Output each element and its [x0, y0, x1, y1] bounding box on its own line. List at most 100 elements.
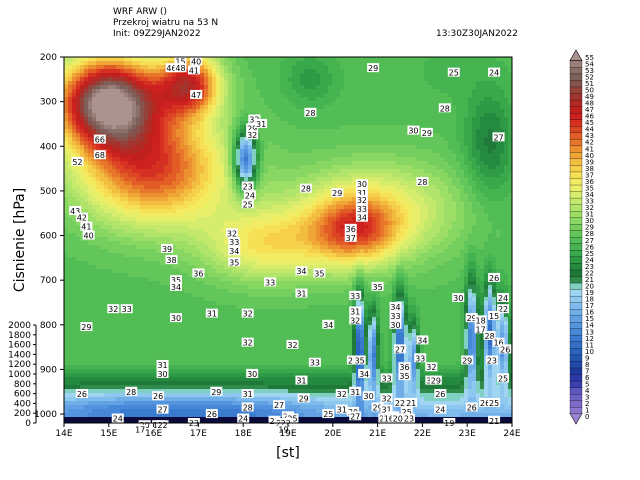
field-cell [332, 113, 337, 118]
field-cell [396, 165, 401, 170]
field-cell [452, 217, 457, 222]
field-cell [116, 233, 121, 238]
field-cell [200, 133, 205, 138]
field-cell [440, 113, 445, 118]
field-cell [148, 221, 153, 226]
field-cell [432, 169, 437, 174]
field-cell [80, 133, 85, 138]
field-cell [392, 189, 397, 194]
field-cell [292, 141, 297, 146]
field-cell [288, 197, 293, 202]
field-cell [348, 217, 353, 222]
field-cell [140, 113, 145, 118]
field-cell [480, 93, 485, 98]
field-cell [256, 181, 261, 186]
field-cell [144, 93, 149, 98]
field-cell [404, 217, 409, 222]
field-cell [476, 113, 481, 118]
field-cell [496, 109, 501, 114]
field-cell [168, 145, 173, 150]
field-cell [212, 217, 217, 222]
field-cell [392, 81, 397, 86]
field-cell [68, 117, 73, 122]
field-cell [288, 117, 293, 122]
field-cell [404, 113, 409, 118]
field-cell [488, 145, 493, 150]
field-cell [116, 173, 121, 178]
field-cell [360, 141, 365, 146]
field-cell [376, 173, 381, 178]
field-cell [328, 81, 333, 86]
field-cell [64, 85, 69, 90]
field-cell [76, 153, 81, 158]
field-cell [508, 193, 512, 198]
field-cell [484, 73, 489, 78]
field-cell [172, 141, 177, 146]
field-cell [456, 137, 461, 142]
field-cell [116, 141, 121, 146]
field-cell [208, 213, 213, 218]
field-cell [312, 85, 317, 90]
field-cell [112, 69, 117, 74]
field-cell [384, 165, 389, 170]
field-cell [504, 141, 509, 146]
field-cell [168, 93, 173, 98]
field-cell [424, 193, 429, 198]
field-cell [140, 181, 145, 186]
field-cell [128, 145, 133, 150]
field-cell [256, 85, 261, 90]
field-cell [248, 145, 253, 150]
field-cell [148, 181, 153, 186]
field-cell [452, 213, 457, 218]
field-cell [324, 77, 329, 82]
field-cell [156, 101, 161, 106]
field-cell [308, 145, 313, 150]
field-cell [260, 193, 265, 198]
field-cell [468, 85, 473, 90]
field-cell [168, 57, 173, 62]
field-cell [500, 229, 505, 234]
field-cell [220, 105, 225, 110]
field-cell [476, 169, 481, 174]
field-cell [288, 97, 293, 102]
field-cell [100, 205, 105, 210]
field-cell [428, 65, 433, 70]
field-cell [80, 137, 85, 142]
field-cell [308, 161, 313, 166]
field-cell [104, 221, 109, 226]
field-cell [344, 109, 349, 114]
field-cell [496, 145, 501, 150]
field-cell [132, 189, 137, 194]
field-cell [108, 93, 113, 98]
field-cell [332, 201, 337, 206]
field-cell [148, 161, 153, 166]
field-cell [324, 229, 329, 234]
field-cell [452, 133, 457, 138]
field-cell [404, 121, 409, 126]
field-cell [444, 89, 449, 94]
field-cell [104, 129, 109, 134]
field-cell [176, 181, 181, 186]
field-cell [96, 217, 101, 222]
field-cell [464, 177, 469, 182]
field-cell [172, 137, 177, 142]
field-cell [264, 209, 269, 214]
field-cell [448, 209, 453, 214]
field-cell [100, 221, 105, 226]
field-cell [392, 185, 397, 190]
field-cell [148, 173, 153, 178]
field-cell [404, 165, 409, 170]
field-cell [220, 165, 225, 170]
field-cell [284, 97, 289, 102]
field-cell [236, 133, 241, 138]
field-cell [268, 213, 273, 218]
field-cell [380, 205, 385, 210]
field-cell [436, 217, 441, 222]
field-cell [456, 165, 461, 170]
field-cell [404, 61, 409, 66]
field-cell [468, 81, 473, 86]
field-cell [80, 197, 85, 202]
field-cell [448, 145, 453, 150]
field-cell [336, 77, 341, 82]
field-cell [440, 161, 445, 166]
